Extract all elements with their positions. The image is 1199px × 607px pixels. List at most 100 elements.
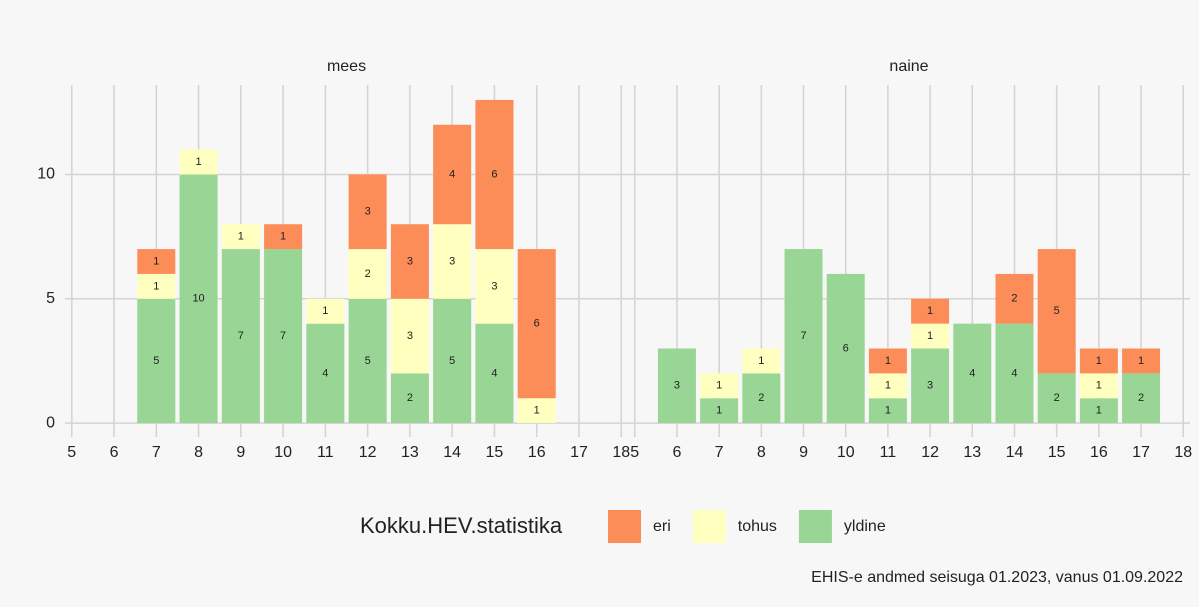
legend-key xyxy=(798,510,832,543)
x-tick-label: 14 xyxy=(1006,444,1024,461)
bar-segment xyxy=(911,348,950,424)
value-label: 5 xyxy=(449,355,455,367)
bar-segment xyxy=(221,249,260,424)
x-tick-label: 15 xyxy=(486,444,504,461)
bar-segment xyxy=(784,249,823,424)
bar-segment xyxy=(517,398,556,424)
bar-segment xyxy=(742,373,781,424)
value-label: 1 xyxy=(1138,355,1144,367)
bar-segment xyxy=(221,224,260,250)
x-tick-label: 8 xyxy=(757,444,766,461)
value-label: 1 xyxy=(927,330,933,342)
value-label: 1 xyxy=(927,305,933,317)
x-tick-label: 16 xyxy=(1090,444,1108,461)
value-label: 1 xyxy=(534,405,540,417)
bar-segment xyxy=(137,273,176,299)
bar-segment xyxy=(390,298,429,374)
value-label: 6 xyxy=(491,168,497,180)
value-label: 5 xyxy=(1054,305,1060,317)
x-tick-label: 16 xyxy=(528,444,546,461)
value-label: 1 xyxy=(153,280,159,292)
bar-segment xyxy=(995,273,1034,324)
value-label: 2 xyxy=(758,392,764,404)
value-label: 1 xyxy=(322,305,328,317)
value-label: 1 xyxy=(153,255,159,267)
x-tick-label: 9 xyxy=(236,444,245,461)
bar-segment xyxy=(264,249,303,424)
y-tick-label: 10 xyxy=(37,166,55,183)
value-label: 4 xyxy=(1011,367,1017,379)
x-tick-label: 12 xyxy=(921,444,939,461)
y-tick-label: 0 xyxy=(46,414,55,431)
bar-segment xyxy=(700,398,739,424)
value-label: 1 xyxy=(885,380,891,392)
value-label: 1 xyxy=(885,355,891,367)
value-label: 1 xyxy=(716,405,722,417)
value-label: 7 xyxy=(238,330,244,342)
x-tick-label: 18 xyxy=(1174,444,1192,461)
caption: EHIS-e andmed seisuga 01.2023, vanus 01.… xyxy=(811,569,1183,586)
bar-segment xyxy=(348,298,387,424)
value-label: 3 xyxy=(927,380,933,392)
bar-segment xyxy=(1122,373,1161,424)
bar-segment xyxy=(433,298,472,424)
legend-key xyxy=(692,510,726,543)
legend-title: Kokku.HEV.statistika xyxy=(360,513,563,538)
bar-segment xyxy=(517,249,556,399)
bar-segment xyxy=(868,398,907,424)
bar-segment xyxy=(700,373,739,399)
facet-title: naine xyxy=(889,58,928,75)
bar-segment xyxy=(475,323,514,424)
bar-segment xyxy=(390,224,429,299)
value-label: 1 xyxy=(716,380,722,392)
x-tick-label: 9 xyxy=(799,444,808,461)
x-tick-label: 11 xyxy=(317,444,334,461)
bar-segment xyxy=(826,273,865,424)
value-label: 1 xyxy=(758,355,764,367)
x-tick-label: 7 xyxy=(152,444,161,461)
x-tick-label: 10 xyxy=(837,444,855,461)
bar-segment xyxy=(179,149,218,175)
bar-segment xyxy=(1037,249,1076,374)
x-tick-label: 15 xyxy=(1048,444,1066,461)
value-label: 5 xyxy=(153,355,159,367)
value-label: 1 xyxy=(1096,405,1102,417)
value-label: 2 xyxy=(1138,392,1144,404)
bar-segment xyxy=(1079,373,1118,399)
value-label: 3 xyxy=(491,280,497,292)
legend-key xyxy=(608,510,641,543)
x-tick-label: 13 xyxy=(963,444,981,461)
value-label: 1 xyxy=(1096,355,1102,367)
value-label: 3 xyxy=(407,330,413,342)
value-label: 2 xyxy=(1011,293,1017,305)
value-label: 10 xyxy=(192,293,204,305)
value-label: 3 xyxy=(407,255,413,267)
value-label: 1 xyxy=(196,156,202,168)
value-label: 4 xyxy=(969,367,975,379)
value-label: 1 xyxy=(238,231,244,243)
value-label: 2 xyxy=(1054,392,1060,404)
x-tick-label: 12 xyxy=(359,444,377,461)
bar-segment xyxy=(306,298,345,324)
value-label: 3 xyxy=(449,255,455,267)
bar-segment xyxy=(868,348,907,374)
bar-segment xyxy=(433,224,472,299)
x-tick-label: 17 xyxy=(1132,444,1150,461)
bar-segment xyxy=(348,249,387,299)
x-tick-label: 10 xyxy=(274,444,292,461)
x-tick-label: 13 xyxy=(401,444,419,461)
x-tick-label: 7 xyxy=(715,444,724,461)
x-tick-label: 18 xyxy=(612,444,630,461)
x-tick-label: 5 xyxy=(67,444,76,461)
value-label: 4 xyxy=(449,168,455,180)
value-label: 2 xyxy=(365,268,371,280)
x-tick-label: 14 xyxy=(443,444,461,461)
value-label: 3 xyxy=(365,206,371,218)
x-tick-label: 11 xyxy=(880,444,897,461)
legend-label: eri xyxy=(653,518,671,535)
bar-segment xyxy=(137,249,176,274)
bar-segment xyxy=(475,249,514,324)
bar-segment xyxy=(390,373,429,424)
bar-segment xyxy=(1079,398,1118,424)
